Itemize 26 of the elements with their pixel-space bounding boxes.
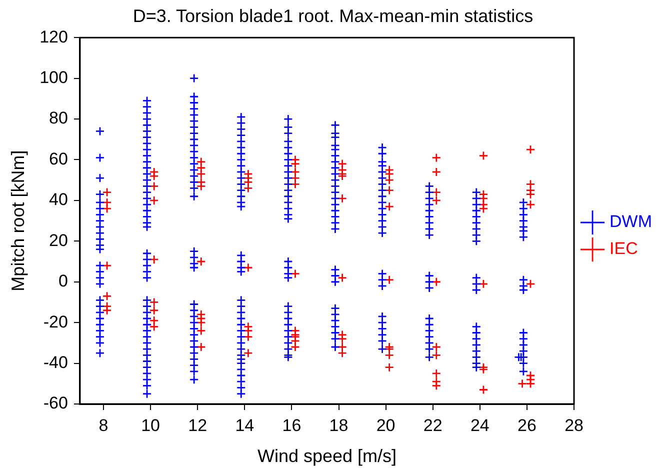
y-tick-label: 20 — [49, 230, 68, 250]
y-tick-label: -20 — [43, 312, 68, 332]
legend-label: IEC — [610, 239, 638, 258]
y-tick-label: 120 — [40, 27, 68, 46]
chart-title: D=3. Torsion blade1 root. Max-mean-min statistics — [132, 6, 534, 26]
x-tick-label: 18 — [329, 416, 348, 435]
y-tick-label: 80 — [49, 108, 68, 128]
y-tick-label: -40 — [43, 352, 68, 372]
x-tick-label: 22 — [423, 416, 442, 435]
x-tick-label: 16 — [282, 416, 302, 435]
y-tick-label: 0 — [58, 272, 68, 291]
x-tick-label: 26 — [518, 416, 536, 435]
x-tick-label: 28 — [564, 416, 584, 435]
x-tick-label: 12 — [188, 416, 208, 435]
y-axis-title: Mpitch root [kNm] — [8, 150, 28, 292]
x-axis-title: Wind speed [m/s] — [257, 446, 397, 466]
y-tick-label: 60 — [49, 149, 68, 168]
y-tick-label: -60 — [43, 394, 68, 413]
x-tick-label: 10 — [141, 416, 160, 435]
y-tick-label: 40 — [49, 190, 68, 210]
x-tick-label: 8 — [98, 416, 108, 435]
x-tick-label: 14 — [235, 416, 254, 435]
legend-label: DWM — [610, 212, 652, 232]
x-tick-label: 20 — [376, 416, 396, 435]
x-tick-label: 24 — [470, 416, 490, 435]
y-tick-label: 100 — [40, 68, 68, 87]
